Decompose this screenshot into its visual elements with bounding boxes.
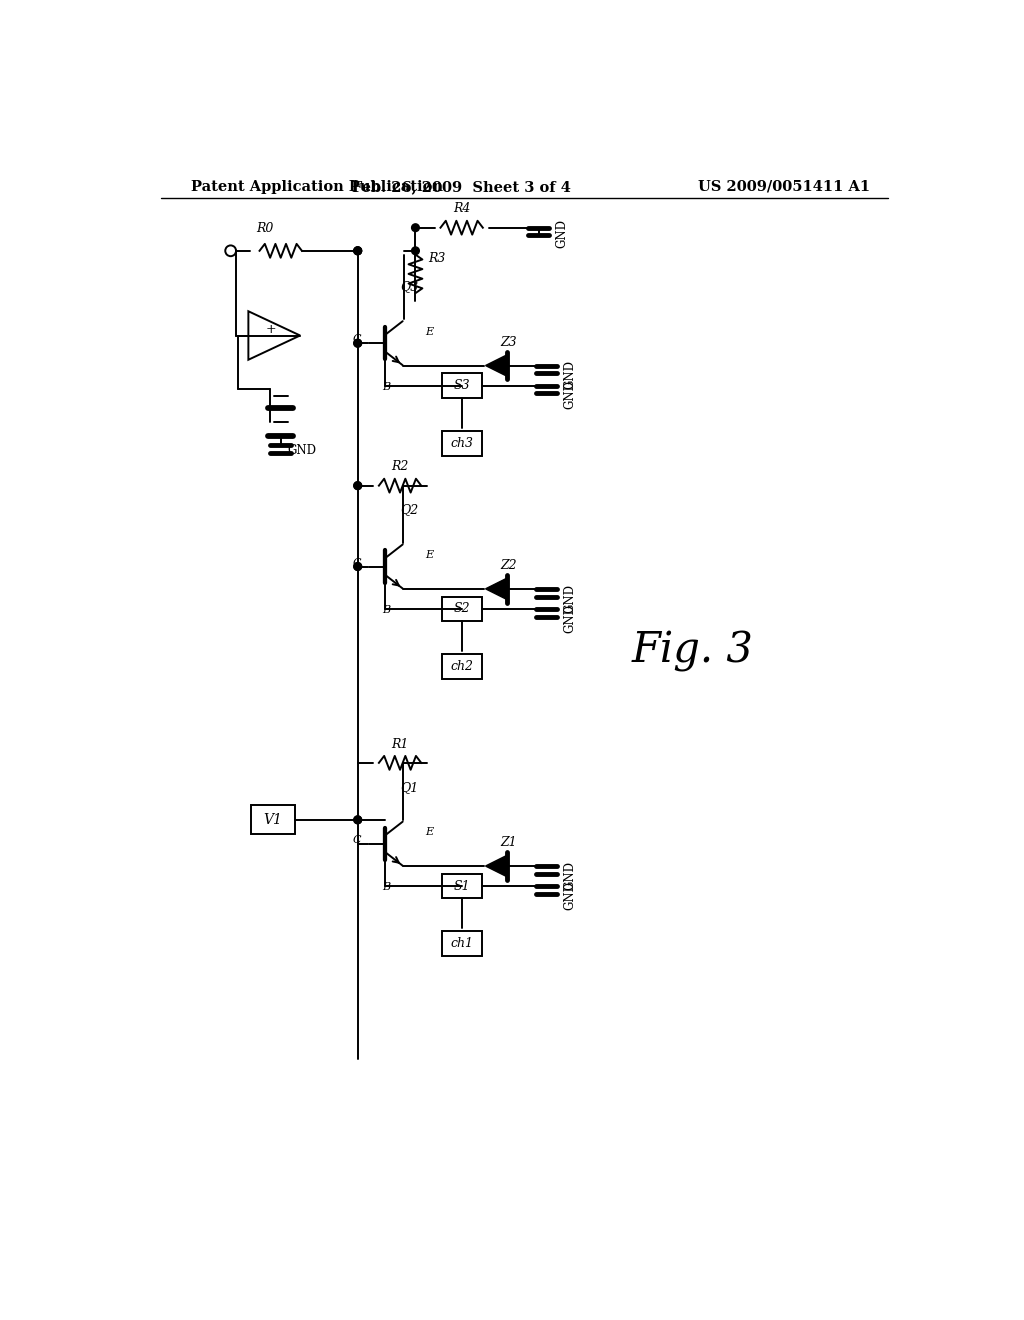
- Text: US 2009/0051411 A1: US 2009/0051411 A1: [697, 180, 869, 194]
- Polygon shape: [485, 855, 507, 876]
- FancyBboxPatch shape: [441, 430, 481, 455]
- Circle shape: [354, 482, 361, 490]
- Text: +: +: [265, 322, 276, 335]
- Text: ch1: ch1: [451, 937, 473, 950]
- Text: E: E: [425, 828, 433, 837]
- Text: GND: GND: [563, 380, 575, 409]
- Circle shape: [225, 246, 237, 256]
- Text: C: C: [353, 834, 361, 845]
- Text: E: E: [425, 550, 433, 560]
- Text: S2: S2: [454, 602, 470, 615]
- Text: GND: GND: [563, 360, 575, 389]
- Circle shape: [354, 247, 361, 255]
- Text: E: E: [425, 326, 433, 337]
- Text: R3: R3: [428, 252, 445, 265]
- Circle shape: [354, 339, 361, 347]
- Circle shape: [354, 247, 361, 255]
- Circle shape: [354, 816, 361, 824]
- Text: Z3: Z3: [500, 335, 517, 348]
- Circle shape: [354, 562, 361, 570]
- FancyBboxPatch shape: [251, 805, 295, 834]
- Text: Feb. 26, 2009  Sheet 3 of 4: Feb. 26, 2009 Sheet 3 of 4: [352, 180, 571, 194]
- Text: GND: GND: [563, 603, 575, 632]
- Text: B: B: [382, 882, 390, 892]
- Text: Fig. 3: Fig. 3: [632, 630, 754, 672]
- Text: R2: R2: [391, 461, 409, 474]
- Circle shape: [354, 482, 361, 490]
- Text: C: C: [353, 334, 361, 345]
- Text: GND: GND: [288, 445, 316, 458]
- Circle shape: [412, 247, 419, 255]
- Text: R1: R1: [391, 738, 409, 751]
- Text: Z1: Z1: [500, 836, 517, 849]
- Text: GND: GND: [555, 219, 568, 248]
- Text: ch3: ch3: [451, 437, 473, 450]
- Text: Q3: Q3: [400, 280, 419, 293]
- Circle shape: [354, 816, 361, 824]
- Text: Patent Application Publication: Patent Application Publication: [190, 180, 442, 194]
- FancyBboxPatch shape: [441, 655, 481, 678]
- Text: S1: S1: [454, 879, 470, 892]
- Text: B: B: [382, 605, 390, 615]
- Text: GND: GND: [563, 583, 575, 612]
- Circle shape: [412, 224, 419, 231]
- Text: R4: R4: [453, 202, 470, 215]
- Text: GND: GND: [563, 880, 575, 909]
- FancyBboxPatch shape: [441, 932, 481, 956]
- Circle shape: [354, 339, 361, 347]
- FancyBboxPatch shape: [441, 874, 481, 899]
- Polygon shape: [485, 578, 507, 599]
- Text: GND: GND: [563, 861, 575, 890]
- Circle shape: [354, 562, 361, 570]
- Text: S3: S3: [454, 379, 470, 392]
- Text: V1: V1: [263, 813, 283, 826]
- Text: R0: R0: [257, 222, 274, 235]
- Text: B: B: [382, 381, 390, 392]
- Text: ch2: ch2: [451, 660, 473, 673]
- Text: C: C: [353, 557, 361, 568]
- Text: Z2: Z2: [500, 558, 517, 572]
- Polygon shape: [485, 355, 507, 376]
- Circle shape: [354, 247, 361, 255]
- FancyBboxPatch shape: [441, 374, 481, 397]
- Text: Q2: Q2: [400, 503, 419, 516]
- Polygon shape: [249, 312, 300, 360]
- FancyBboxPatch shape: [441, 597, 481, 622]
- Text: Q1: Q1: [400, 780, 419, 793]
